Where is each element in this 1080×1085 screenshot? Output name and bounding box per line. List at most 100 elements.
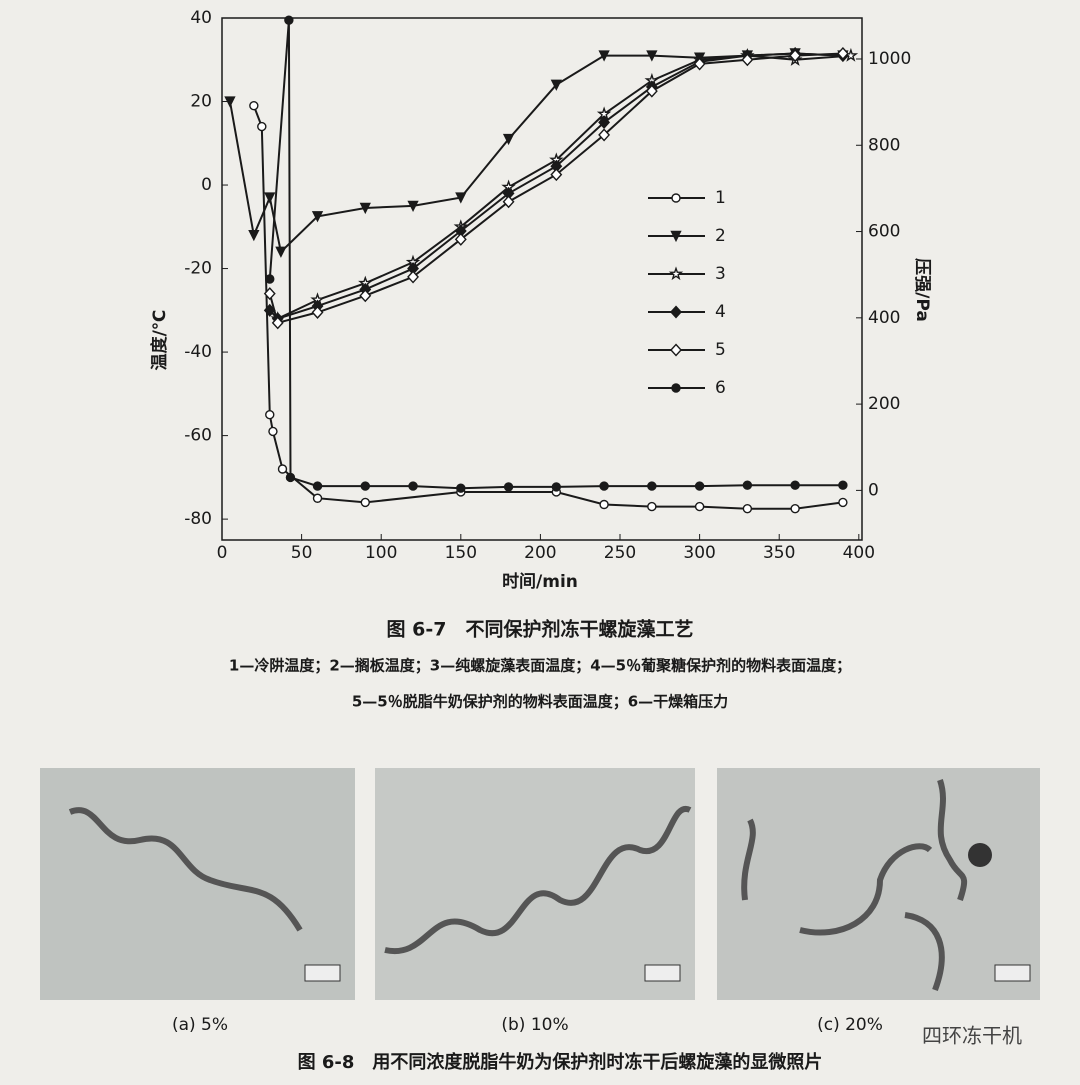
marker	[502, 133, 515, 146]
spirulina	[68, 807, 303, 932]
marker	[693, 57, 706, 71]
marker	[456, 483, 466, 493]
photos-title: 图 6-8 用不同浓度脱脂牛奶为保护剂时冻干后螺旋藻的显微照片	[298, 1051, 823, 1073]
y-axis-label: 温度/℃	[149, 310, 170, 371]
marker	[312, 493, 323, 503]
marker	[790, 503, 800, 514]
marker	[264, 192, 276, 204]
scale-bar	[644, 964, 681, 982]
marker	[742, 480, 753, 490]
marker	[741, 53, 754, 67]
marker	[502, 195, 515, 209]
y-tick-label: 20	[190, 92, 212, 112]
marker	[789, 49, 802, 63]
figure-caption: 图 6-7 不同保护剂冻干螺旋藻工艺	[387, 618, 694, 641]
marker	[312, 481, 323, 491]
marker	[694, 501, 705, 512]
x-tick-label: 50	[291, 543, 313, 563]
plot-frame	[221, 17, 863, 541]
marker	[224, 96, 236, 108]
photo	[375, 768, 695, 1000]
marker	[838, 480, 848, 490]
photo-frame	[375, 768, 695, 1000]
marker	[646, 50, 658, 62]
marker	[551, 482, 562, 492]
marker	[838, 497, 848, 508]
photo-caption: (c) 20%	[817, 1015, 883, 1035]
marker	[550, 79, 562, 91]
x-tick-label: 150	[445, 543, 477, 563]
marker	[265, 274, 275, 284]
legend-label: 4	[715, 302, 726, 322]
marker	[836, 46, 849, 61]
note: 1—冷阱温度；2—搁板温度；3—纯螺旋藻表面温度；4—5％葡聚糖保护剂的物料表面…	[229, 657, 851, 675]
y2-tick-label: 0	[868, 480, 879, 500]
y-tick-label: 0	[201, 175, 212, 195]
photo-caption: (b) 10%	[501, 1015, 568, 1035]
legend-label: 2	[715, 226, 726, 246]
spirulina	[384, 805, 692, 955]
x-axis-label: 时间/min	[502, 571, 578, 592]
marker	[359, 289, 372, 303]
y-tick-label: -60	[184, 426, 212, 446]
marker	[790, 480, 800, 490]
photo	[40, 768, 355, 1000]
y2-tick-label: 600	[868, 222, 900, 242]
x-tick-label: 350	[763, 543, 795, 563]
note: 5—5％脱脂牛奶保护剂的物料表面温度；6—干燥箱压力	[352, 693, 728, 711]
marker	[311, 305, 324, 319]
marker	[599, 499, 609, 510]
y2-tick-label: 800	[868, 135, 900, 155]
marker	[670, 305, 682, 319]
marker	[311, 211, 324, 223]
series-line	[268, 52, 843, 325]
marker	[360, 497, 370, 508]
marker	[284, 15, 294, 25]
y-tick-label: -80	[184, 509, 212, 529]
legend-label: 5	[715, 340, 726, 360]
x-tick-label: 0	[217, 543, 228, 563]
scale-bar	[304, 964, 341, 982]
marker	[249, 100, 259, 111]
marker	[263, 287, 276, 301]
x-tick-label: 100	[365, 543, 397, 563]
legend-label: 6	[715, 378, 726, 398]
marker	[671, 193, 681, 203]
marker	[268, 426, 278, 437]
marker	[359, 202, 371, 215]
y2-tick-label: 1000	[868, 49, 911, 69]
marker	[647, 481, 657, 491]
marker	[598, 115, 611, 129]
debris	[968, 843, 992, 867]
marker	[598, 128, 611, 142]
y2-axis-label: 压强/Pa	[912, 258, 932, 322]
y-tick-label: -40	[184, 342, 212, 362]
series-line	[229, 52, 843, 254]
marker	[407, 200, 419, 212]
marker	[271, 316, 284, 330]
marker	[265, 410, 275, 420]
marker	[277, 464, 288, 474]
marker	[275, 246, 287, 258]
marker	[645, 84, 658, 98]
marker	[668, 266, 684, 281]
x-tick-label: 300	[683, 543, 715, 563]
marker	[285, 472, 296, 483]
x-tick-label: 250	[604, 543, 636, 563]
marker	[454, 232, 467, 246]
legend-label: 3	[715, 264, 726, 284]
watermark: 四环冻干机	[922, 1024, 1022, 1048]
series-line	[269, 52, 843, 320]
photo-caption: (a) 5%	[172, 1015, 228, 1035]
marker	[407, 270, 419, 284]
marker	[408, 481, 418, 491]
photo-frame	[40, 768, 355, 1000]
scale-bar	[994, 964, 1031, 982]
marker	[503, 482, 514, 492]
marker	[248, 229, 260, 242]
legend-label: 1	[715, 188, 726, 208]
marker	[257, 121, 267, 132]
y2-tick-label: 400	[868, 308, 900, 328]
